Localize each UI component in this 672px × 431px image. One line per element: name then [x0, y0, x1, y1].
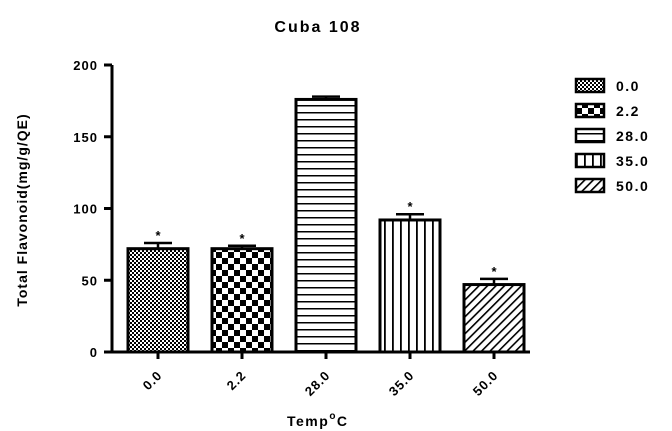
legend-label: 2.2 [616, 103, 640, 119]
legend-label: 50.0 [616, 178, 649, 194]
x-axis-label: TempoC [287, 411, 349, 429]
x-tick-label: 0.0 [140, 368, 166, 394]
legend: 0.0 2.2 28.0 35.0 50.0 [574, 77, 649, 194]
significance-marker: * [407, 199, 413, 214]
chart-title: Cuba 108 [274, 19, 361, 36]
legend-swatch [574, 77, 606, 94]
significance-marker: * [239, 231, 245, 246]
x-tick-label: 2.2 [224, 368, 250, 394]
bar [210, 247, 274, 354]
legend-label: 28.0 [616, 128, 649, 144]
y-tick-label: 50 [82, 273, 98, 288]
x-axis-label-superscript: o [329, 411, 337, 422]
legend-swatch [574, 177, 606, 194]
bars: * * * * [126, 95, 526, 354]
bar [462, 283, 526, 354]
legend-swatch [574, 102, 606, 119]
y-axis: 0 50 100 150 200 [73, 58, 114, 360]
legend-swatch [574, 152, 606, 169]
x-axis-label-unit: C [337, 413, 349, 429]
x-axis: 0.0 2.2 28.0 35.0 50.0 [112, 350, 530, 399]
legend-label: 0.0 [616, 78, 640, 94]
significance-marker: * [155, 228, 161, 243]
x-tick-label: 35.0 [386, 368, 417, 399]
y-tick-label: 100 [73, 202, 98, 217]
x-tick-label: 50.0 [470, 368, 501, 399]
bar [294, 97, 358, 354]
y-tick-label: 150 [73, 130, 98, 145]
bar [126, 247, 190, 354]
y-axis-label: Total Flavonoid(mg/g/QE) [14, 113, 30, 306]
significance-marker: * [491, 264, 497, 279]
y-tick-label: 0 [90, 345, 98, 360]
legend-label: 35.0 [616, 153, 649, 169]
legend-swatch [574, 127, 606, 144]
y-tick-label: 200 [73, 58, 98, 73]
bar [378, 218, 442, 354]
x-tick-label: 28.0 [302, 368, 333, 399]
x-axis-label-main: Temp [287, 413, 329, 429]
